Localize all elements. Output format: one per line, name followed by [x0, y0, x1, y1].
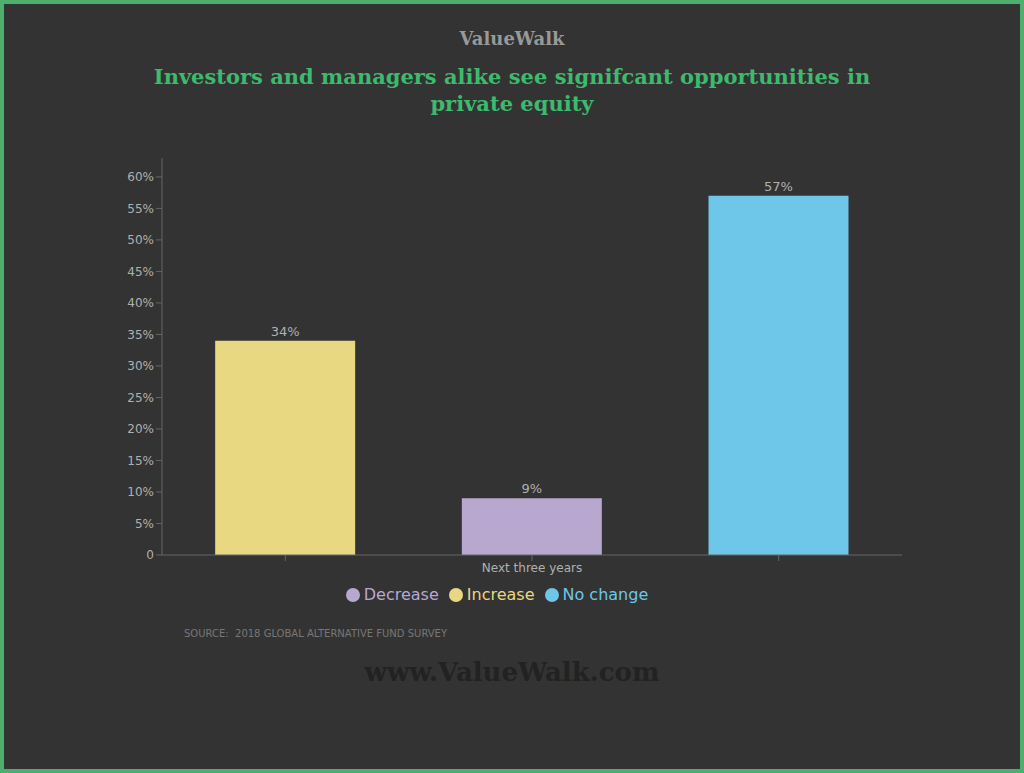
svg-text:57%: 57% [764, 178, 793, 193]
html-text:SOURCE: 2018 GLOBAL ALTERNATIV: SOURCE: 2018 GLOBAL ALTERNATIVE FUND SUR… [184, 627, 447, 639]
svg-text:10%: 10% [127, 485, 154, 499]
html-text:No change: No change [562, 584, 649, 604]
svg-text:9%: 9% [522, 481, 543, 496]
html-text:www.ValueWalk.com: www.ValueWalk.com [364, 656, 660, 687]
svg-text:50%: 50% [127, 233, 154, 247]
html-text:Investors and managers alike s: Investors and managers alike see signifc… [153, 64, 871, 117]
svg-text:Next three years: Next three years [482, 560, 582, 574]
svg-text:45%: 45% [127, 264, 154, 278]
svg-text:5%: 5% [135, 516, 154, 530]
html-text:Decrease: Decrease [363, 584, 439, 604]
svg-text:34%: 34% [271, 323, 300, 338]
svg-text:25%: 25% [127, 390, 154, 404]
svg-text:55%: 55% [127, 201, 154, 215]
html-text:Increase: Increase [466, 584, 535, 604]
html-text:ValueWalk: ValueWalk [459, 28, 565, 49]
svg-text:60%: 60% [127, 170, 154, 184]
svg-text:15%: 15% [127, 453, 154, 467]
svg-text:20%: 20% [127, 422, 154, 436]
svg-text:35%: 35% [127, 327, 154, 341]
svg-text:40%: 40% [127, 296, 154, 310]
svg-text:0: 0 [146, 548, 154, 562]
svg-text:30%: 30% [127, 359, 154, 373]
